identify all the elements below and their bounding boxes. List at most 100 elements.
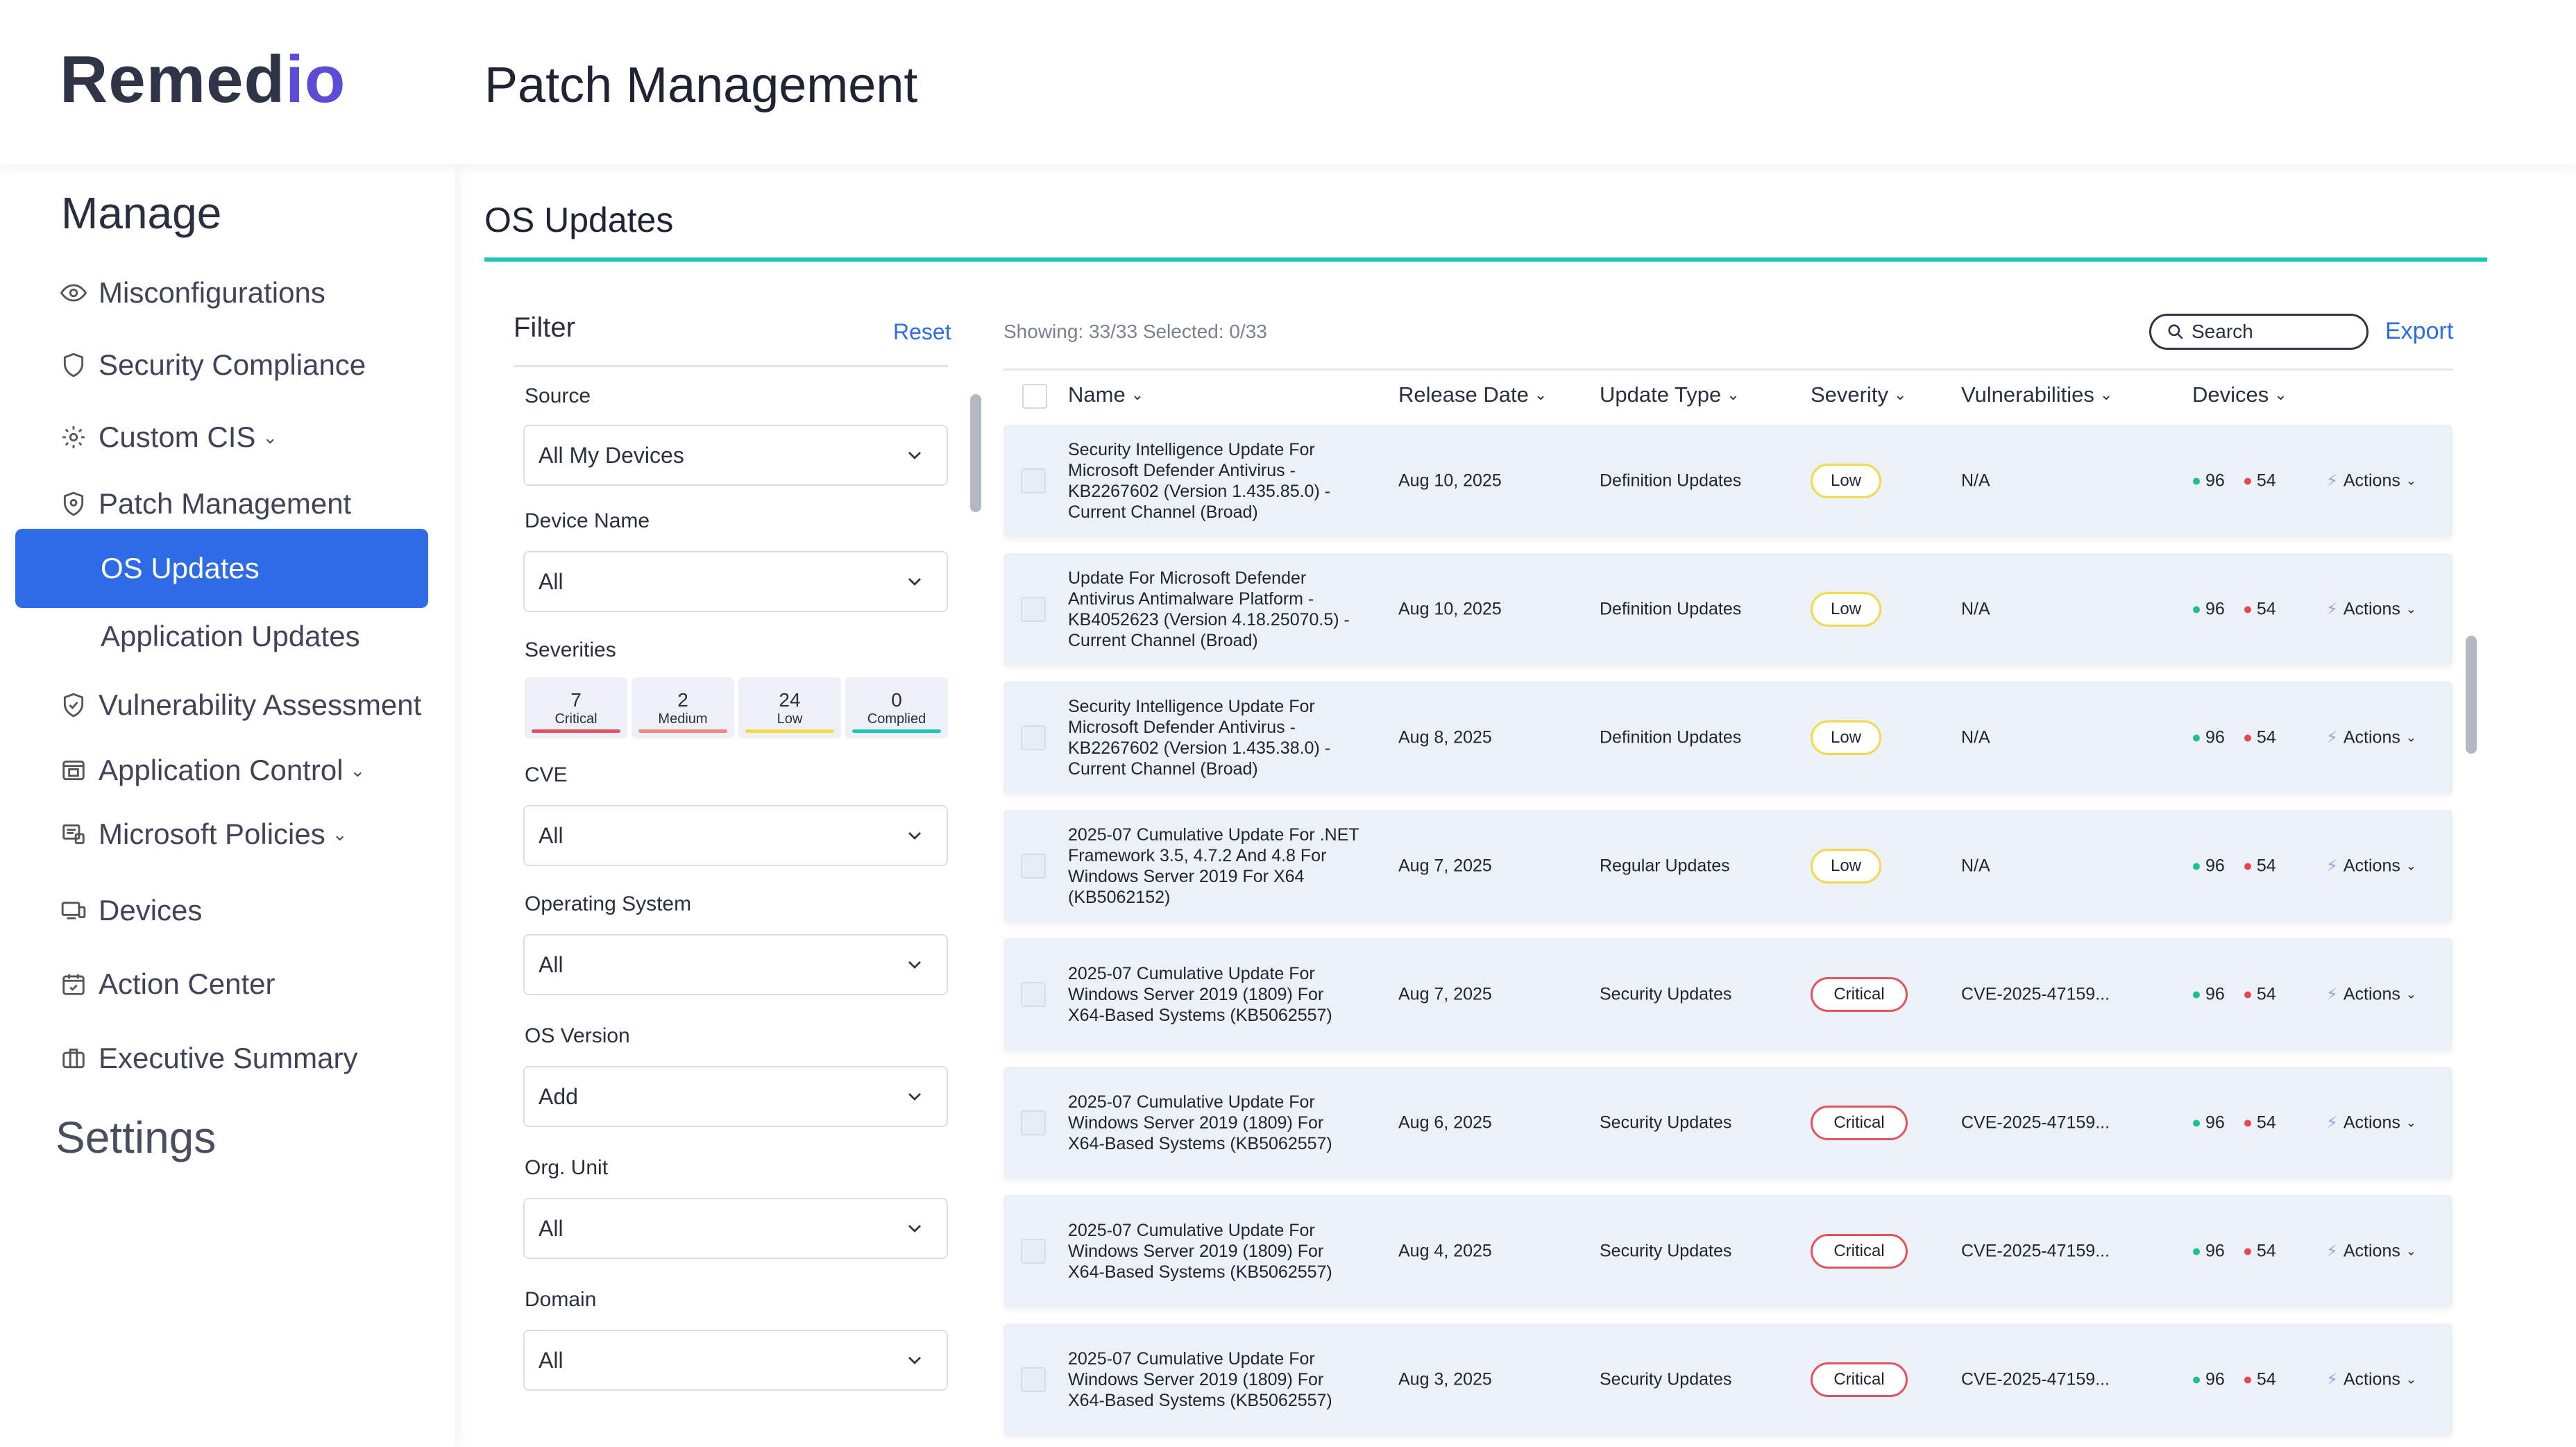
severity-badge: Low bbox=[1811, 720, 1881, 755]
sidebar-item-os-updates[interactable]: OS Updates bbox=[15, 529, 428, 608]
sidebar-item-application-updates[interactable]: Application Updates bbox=[101, 609, 360, 664]
column-header-update-type[interactable]: Update Type ⌄ bbox=[1600, 382, 1740, 407]
table-row[interactable]: 2025-07 Cumulative Update For Windows Se… bbox=[1003, 938, 2452, 1051]
update-name[interactable]: 2025-07 Cumulative Update For Windows Se… bbox=[1068, 1349, 1332, 1410]
vulnerabilities[interactable]: N/A bbox=[1961, 727, 1990, 747]
search-placeholder: Search bbox=[2192, 321, 2253, 342]
sidebar-item-executive-summary[interactable]: Executive Summary bbox=[60, 1031, 357, 1086]
update-type: Security Updates bbox=[1600, 1241, 1732, 1261]
table-row[interactable]: Security Intelligence Update For Microso… bbox=[1003, 682, 2452, 794]
device-count-green: 96 bbox=[2205, 471, 2225, 491]
update-name[interactable]: Update For Microsoft Defender Antivirus … bbox=[1068, 568, 1350, 650]
settings-section-title[interactable]: Settings bbox=[56, 1112, 217, 1162]
actions-menu[interactable]: ⚡︎ Actions ⌄ bbox=[2326, 1242, 2416, 1262]
actions-menu[interactable]: ⚡︎ Actions ⌄ bbox=[2326, 471, 2416, 491]
update-name[interactable]: 2025-07 Cumulative Update For Windows Se… bbox=[1068, 964, 1332, 1025]
vulnerabilities[interactable]: CVE-2025-47159... bbox=[1961, 1112, 2110, 1133]
search-input[interactable]: Search bbox=[2149, 314, 2369, 350]
table-row[interactable]: 2025-07 Cumulative Update For .NET Frame… bbox=[1003, 810, 2452, 922]
severity-badge: Low bbox=[1811, 849, 1881, 883]
severity-medium-card[interactable]: 2 Medium bbox=[632, 677, 734, 738]
select-all-checkbox[interactable] bbox=[1022, 384, 1047, 409]
cve-value: All bbox=[539, 822, 564, 848]
cve-select[interactable]: All bbox=[523, 805, 948, 866]
device-name-select[interactable]: All bbox=[523, 551, 948, 612]
severity-badge: Low bbox=[1811, 592, 1881, 627]
status-dot-green bbox=[2193, 1376, 2200, 1383]
remedio-logo[interactable]: Remedio bbox=[60, 42, 346, 118]
severity-critical-card[interactable]: 7 Critical bbox=[525, 677, 627, 738]
sidebar-item-microsoft-policies[interactable]: Microsoft Policies ⌄ bbox=[60, 806, 348, 862]
column-header-devices[interactable]: Devices ⌄ bbox=[2192, 382, 2287, 407]
row-checkbox[interactable] bbox=[1021, 1110, 1046, 1135]
chevron-down-icon: ⌄ bbox=[2099, 386, 2113, 403]
org-unit-select[interactable]: All bbox=[523, 1198, 948, 1259]
export-button[interactable]: Export bbox=[2385, 318, 2454, 344]
release-date: Aug 7, 2025 bbox=[1398, 984, 1492, 1004]
table-row[interactable]: 2025-07 Cumulative Update For Windows Se… bbox=[1003, 1067, 2452, 1179]
sidebar-item-security-compliance[interactable]: Security Compliance bbox=[60, 337, 366, 393]
table-row[interactable]: 2025-07 Cumulative Update For Windows Se… bbox=[1003, 1323, 2452, 1436]
sidebar-item-devices[interactable]: Devices bbox=[60, 883, 202, 938]
sidebar-item-action-center[interactable]: Action Center bbox=[60, 956, 275, 1012]
update-name[interactable]: Security Intelligence Update For Microso… bbox=[1068, 440, 1331, 522]
severity-count: 2 bbox=[677, 688, 688, 711]
source-select[interactable]: All My Devices bbox=[523, 425, 948, 486]
actions-menu[interactable]: ⚡︎ Actions ⌄ bbox=[2326, 985, 2416, 1005]
vulnerabilities[interactable]: CVE-2025-47159... bbox=[1961, 1241, 2110, 1261]
severity-badge: Low bbox=[1811, 464, 1881, 498]
actions-menu[interactable]: ⚡︎ Actions ⌄ bbox=[2326, 1113, 2416, 1133]
actions-label: Actions bbox=[2343, 727, 2400, 747]
update-type: Security Updates bbox=[1600, 1369, 1732, 1389]
device-count-red: 54 bbox=[2256, 471, 2276, 491]
sidebar-item-misconfigurations[interactable]: Misconfigurations bbox=[60, 265, 325, 321]
sidebar-item-application-control[interactable]: Application Control ⌄ bbox=[60, 743, 365, 798]
device-counts: 96 54 bbox=[2193, 1370, 2276, 1390]
table-row[interactable]: 2025-07 Cumulative Update For Windows Se… bbox=[1003, 1195, 2452, 1308]
update-name[interactable]: 2025-07 Cumulative Update For .NET Frame… bbox=[1068, 825, 1359, 907]
status-dot-green bbox=[2193, 1248, 2200, 1255]
actions-menu[interactable]: ⚡︎ Actions ⌄ bbox=[2326, 1370, 2416, 1390]
column-header-severity[interactable]: Severity ⌄ bbox=[1811, 382, 1906, 407]
row-checkbox[interactable] bbox=[1021, 1367, 1046, 1392]
severity-label: Critical bbox=[554, 711, 598, 727]
sidebar-item-patch-management[interactable]: Patch Management bbox=[60, 476, 351, 532]
device-counts: 96 54 bbox=[2193, 856, 2276, 877]
row-checkbox[interactable] bbox=[1021, 597, 1046, 622]
actions-menu[interactable]: ⚡︎ Actions ⌄ bbox=[2326, 856, 2416, 877]
release-date: Aug 10, 2025 bbox=[1398, 471, 1502, 491]
update-name[interactable]: 2025-07 Cumulative Update For Windows Se… bbox=[1068, 1221, 1332, 1282]
reset-link[interactable]: Reset bbox=[893, 319, 951, 344]
vulnerabilities[interactable]: N/A bbox=[1961, 599, 1990, 619]
table-scrollbar[interactable] bbox=[2466, 636, 2477, 754]
filter-scrollbar[interactable] bbox=[970, 394, 981, 512]
row-checkbox[interactable] bbox=[1021, 468, 1046, 493]
row-checkbox[interactable] bbox=[1021, 982, 1046, 1007]
os-version-select[interactable]: Add bbox=[523, 1066, 948, 1127]
severity-color-bar bbox=[638, 729, 727, 733]
vulnerabilities[interactable]: CVE-2025-47159... bbox=[1961, 1369, 2110, 1389]
update-name[interactable]: 2025-07 Cumulative Update For Windows Se… bbox=[1068, 1092, 1332, 1153]
column-header-name[interactable]: Name ⌄ bbox=[1068, 382, 1144, 407]
domain-select[interactable]: All bbox=[523, 1330, 948, 1391]
row-checkbox[interactable] bbox=[1021, 1239, 1046, 1264]
sidebar-item-vulnerability-assessment[interactable]: Vulnerability Assessment bbox=[60, 677, 421, 733]
vulnerabilities[interactable]: CVE-2025-47159... bbox=[1961, 984, 2110, 1004]
device-count-green: 96 bbox=[2205, 1112, 2225, 1133]
update-name[interactable]: Security Intelligence Update For Microso… bbox=[1068, 697, 1331, 779]
severity-count: 7 bbox=[570, 688, 582, 711]
table-row[interactable]: Update For Microsoft Defender Antivirus … bbox=[1003, 553, 2452, 666]
severity-low-card[interactable]: 24 Low bbox=[738, 677, 841, 738]
column-header-release-date[interactable]: Release Date ⌄ bbox=[1398, 382, 1547, 407]
sidebar-item-custom-cis[interactable]: Custom CIS ⌄ bbox=[60, 409, 278, 465]
actions-menu[interactable]: ⚡︎ Actions ⌄ bbox=[2326, 600, 2416, 620]
vulnerabilities[interactable]: N/A bbox=[1961, 471, 1990, 491]
column-header-vulnerabilities[interactable]: Vulnerabilities ⌄ bbox=[1961, 382, 2112, 407]
row-checkbox[interactable] bbox=[1021, 725, 1046, 750]
os-select[interactable]: All bbox=[523, 934, 948, 995]
table-row[interactable]: Security Intelligence Update For Microso… bbox=[1003, 425, 2452, 537]
row-checkbox[interactable] bbox=[1021, 854, 1046, 879]
actions-menu[interactable]: ⚡︎ Actions ⌄ bbox=[2326, 728, 2416, 748]
severity-complied-card[interactable]: 0 Complied bbox=[845, 677, 948, 738]
vulnerabilities[interactable]: N/A bbox=[1961, 856, 1990, 876]
